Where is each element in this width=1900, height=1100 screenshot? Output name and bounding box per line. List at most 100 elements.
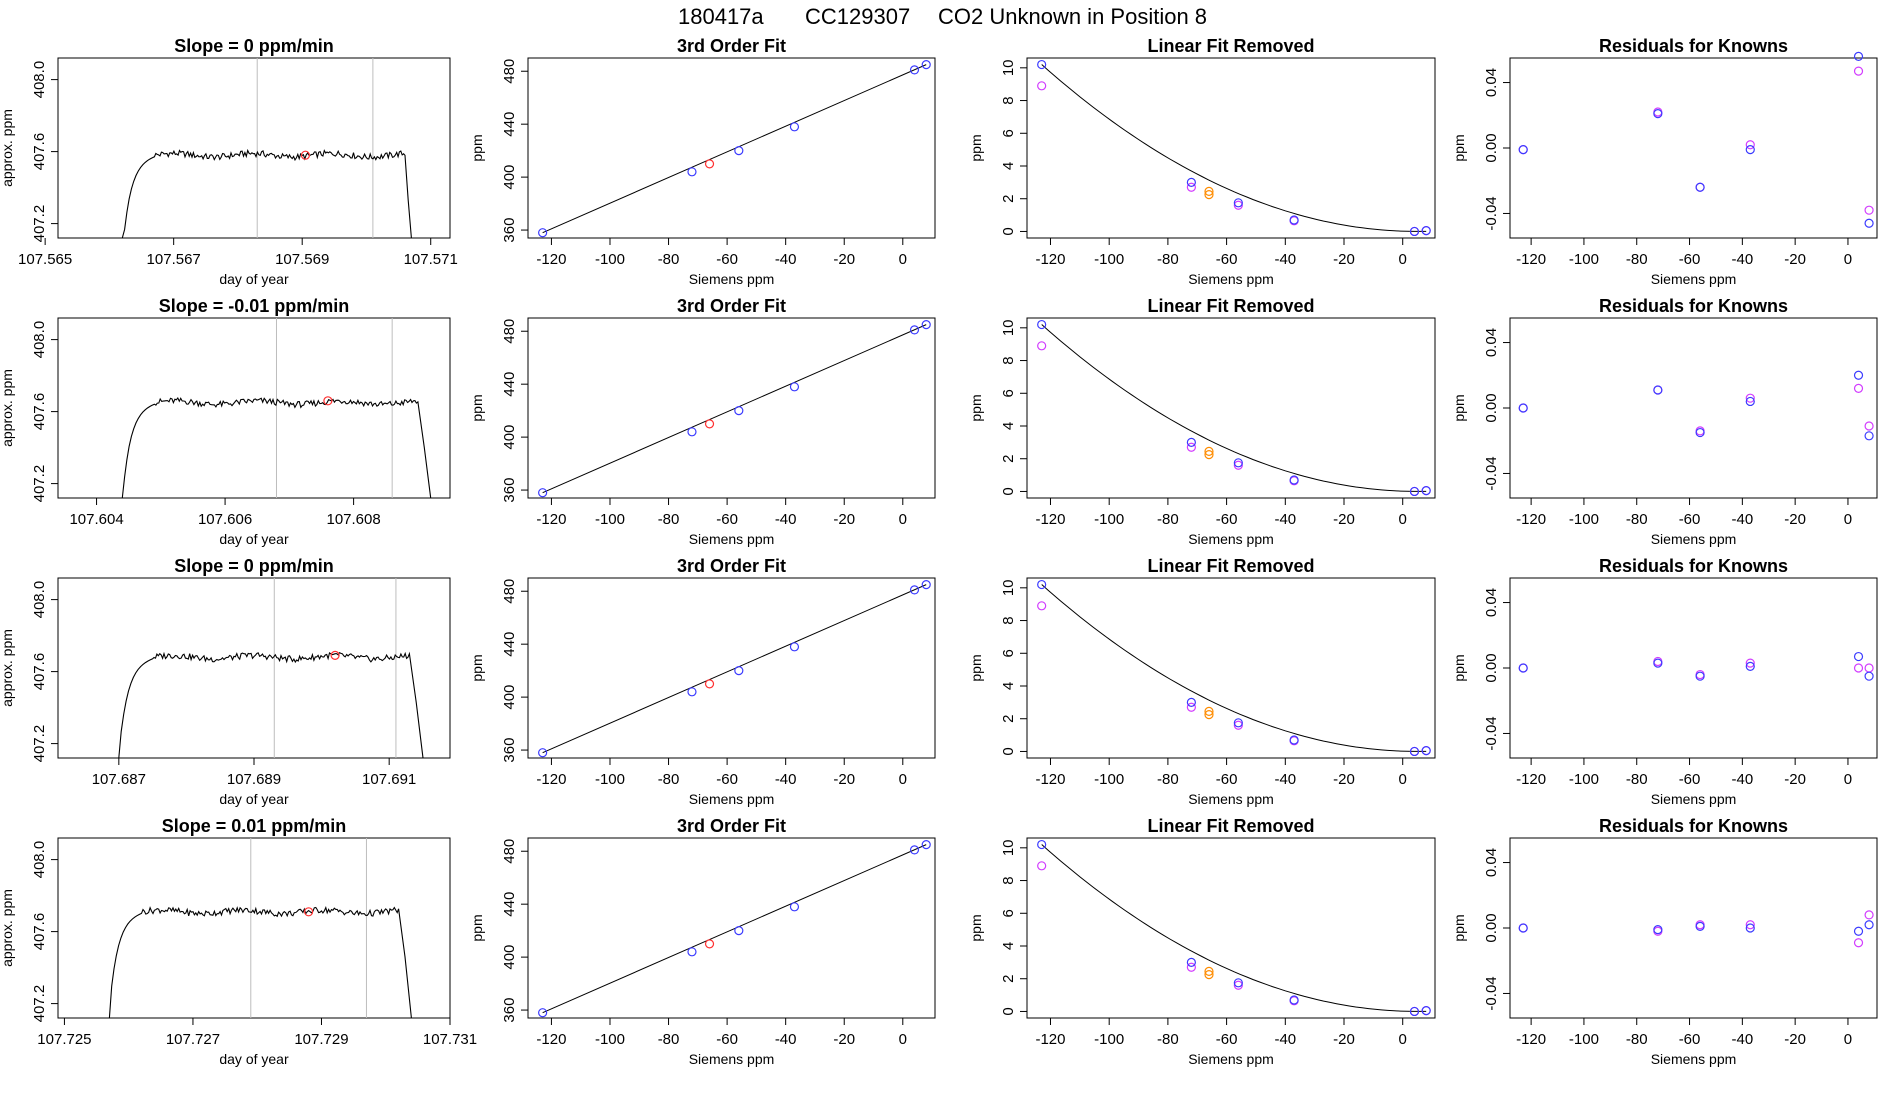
fit-panel-row4-ytick-label: 440 <box>501 892 518 917</box>
fit-panel-row3-xtick-label: -60 <box>716 771 738 788</box>
removed-panel-row4-xtick-label: -100 <box>1094 1031 1124 1048</box>
removed-panel-row4-ytick-label: 6 <box>1000 909 1017 917</box>
resid-panel-row2-ytick-label: -0.04 <box>1483 456 1500 490</box>
removed-panel-row4-ytick-label: 8 <box>1000 876 1017 884</box>
removed-panel-row2-known-point-b <box>1233 460 1243 470</box>
removed-panel-row1-unknown-point <box>1204 186 1214 196</box>
removed-panel-row4-xtick-label: 0 <box>1399 1031 1407 1048</box>
removed-panel-row2-unknown-point <box>1204 446 1214 456</box>
resid-panel-row1-ylabel: ppm <box>1451 134 1467 161</box>
removed-panel-row1-known-point-a <box>1421 226 1431 236</box>
resid-panel-row2-xtick-label: 0 <box>1844 511 1852 528</box>
fit-panel-row3-xtick-label: 0 <box>899 771 907 788</box>
removed-panel-row4-ylabel: ppm <box>968 914 984 941</box>
resid-panel-row1-xtick-label: -100 <box>1569 251 1599 268</box>
resid-panel-row2-ytick-label: 0.00 <box>1483 393 1500 422</box>
time-panel-row3-trace-line <box>118 651 424 759</box>
removed-panel-row1-title: Linear Fit Removed <box>1147 36 1314 56</box>
removed-panel-row4-xtick-label: -60 <box>1216 1031 1238 1048</box>
time-panel-row3-xtick-label: 107.691 <box>362 771 416 788</box>
removed-panel-row4-known-point-a <box>1233 978 1243 988</box>
fit-panel-row3-ytick-label: 480 <box>501 579 518 604</box>
resid-panel-row3-residual-point-a <box>1695 671 1705 681</box>
resid-panel-row2-xtick-label: -20 <box>1784 511 1806 528</box>
fit-panel-row3-ylabel: ppm <box>469 654 485 681</box>
fit-panel-row2-fit-line <box>542 324 927 494</box>
fit-panel-row4-known-point <box>909 845 920 855</box>
removed-panel-row2-ytick-label: 4 <box>1000 422 1017 430</box>
resid-panel-row3-xtick-label: 0 <box>1844 771 1852 788</box>
fit-panel-row2-ytick-label: 440 <box>501 372 518 397</box>
removed-panel-row4-title: Linear Fit Removed <box>1147 816 1314 836</box>
time-panel-row4-xlabel: day of year <box>219 1051 289 1067</box>
fit-panel-row2-xtick-label: 0 <box>899 511 907 528</box>
removed-panel-row4-known-point-b <box>1037 861 1047 871</box>
fit-panel-row3-xtick-label: -120 <box>536 771 566 788</box>
removed-panel-row1-xlabel: Siemens ppm <box>1188 271 1274 287</box>
time-panel-row1-title: Slope = 0 ppm/min <box>174 36 334 56</box>
removed-panel-row1-ytick-label: 6 <box>1000 129 1017 137</box>
removed-panel-row4-known-point-a <box>1421 1006 1431 1016</box>
resid-panel-row4-xtick-label: -80 <box>1626 1031 1648 1048</box>
time-panel-row2-ytick-label: 407.2 <box>31 465 48 503</box>
resid-panel-row4-ylabel: ppm <box>1451 914 1467 941</box>
removed-panel-row4-xtick-label: -20 <box>1333 1031 1355 1048</box>
time-panel-row1-ytick-label: 407.2 <box>31 205 48 243</box>
removed-panel-row3-frame <box>1026 577 1436 759</box>
removed-panel-row2-known-point-a <box>1186 437 1196 447</box>
fit-panel-row2-title: 3rd Order Fit <box>677 296 786 316</box>
removed-panel-row1-known-point-b <box>1037 81 1047 91</box>
fit-panel-row2-known-point <box>687 427 697 437</box>
time-panel-row4-ytick-label: 407.2 <box>31 985 48 1023</box>
removed-panel-row2-xtick-label: -40 <box>1274 511 1296 528</box>
fit-panel-row2-xtick-label: -80 <box>658 511 680 528</box>
time-panel-row4-title: Slope = 0.01 ppm/min <box>162 816 347 836</box>
time-panel-row3-frame <box>57 577 451 759</box>
time-panel-row2-ytick-label: 408.0 <box>31 321 48 359</box>
time-panel-row4-frame <box>57 837 451 1019</box>
time-panel-row2-sample-marker <box>323 396 333 406</box>
time-panel-row1-xtick-label: 107.569 <box>275 251 329 268</box>
fit-panel-row2-ytick-label: 400 <box>501 425 518 450</box>
resid-panel-row4-ytick-label: 0.00 <box>1483 913 1500 942</box>
time-panel-row1-xtick-label: 107.571 <box>404 251 458 268</box>
removed-panel-row2-xtick-label: -100 <box>1094 511 1124 528</box>
resid-panel-row1-residual-point-b <box>1745 140 1755 150</box>
resid-panel-row2-title: Residuals for Knowns <box>1599 296 1788 316</box>
removed-panel-row4-known-point-a <box>1037 839 1047 850</box>
time-panel-row2-ytick-label: 407.6 <box>31 393 48 431</box>
removed-panel-row2-ytick-label: 0 <box>1000 487 1017 495</box>
removed-panel-row1-ytick-label: 0 <box>1000 227 1017 235</box>
removed-panel-row3-known-point-a <box>1409 746 1420 757</box>
removed-panel-row3-xtick-label: -20 <box>1333 771 1355 788</box>
removed-panel-row1-frame <box>1026 57 1436 239</box>
removed-panel-row3-known-point-b <box>1186 702 1196 712</box>
removed-panel-row1-unknown-point <box>1204 190 1214 200</box>
time-panel-row4-ylabel: approx. ppm <box>0 889 15 967</box>
resid-panel-row2-xtick-label: -40 <box>1732 511 1754 528</box>
removed-panel-row3-title: Linear Fit Removed <box>1147 556 1314 576</box>
removed-panel-row3-xtick-label: -60 <box>1216 771 1238 788</box>
resid-panel-row1-residual-point-b <box>1864 205 1874 215</box>
time-panel-row4-xtick-label: 107.729 <box>294 1031 348 1048</box>
removed-panel-row3-known-point-b <box>1233 720 1243 730</box>
removed-panel-row3-xtick-label: 0 <box>1399 771 1407 788</box>
resid-panel-row4-residual-point-a <box>1864 920 1874 930</box>
fit-panel-row2-unknown-point <box>704 419 715 429</box>
fit-panel-row3-title: 3rd Order Fit <box>677 556 786 576</box>
removed-panel-row4-frame <box>1026 837 1436 1019</box>
fit-panel-row3-ytick-label: 360 <box>501 738 518 763</box>
resid-panel-row3-residual-point-b <box>1745 658 1755 668</box>
resid-panel-row3-ytick-label: -0.04 <box>1483 716 1500 750</box>
fit-panel-row4-unknown-point <box>704 939 715 949</box>
fit-panel-row1-xtick-label: -100 <box>595 251 625 268</box>
fit-panel-row2-xtick-label: -40 <box>775 511 797 528</box>
fit-panel-row4-xtick-label: -100 <box>595 1031 625 1048</box>
removed-panel-row1-fit-curve <box>1041 64 1427 232</box>
resid-panel-row2-frame <box>1509 317 1878 499</box>
resid-panel-row1-residual-point-a <box>1695 182 1705 192</box>
time-panel-row3-xtick-label: 107.687 <box>92 771 146 788</box>
time-panel-row3-sample-marker <box>330 650 340 661</box>
fit-panel-row2-known-point <box>734 406 744 416</box>
fit-panel-row1-xtick-label: -60 <box>716 251 738 268</box>
